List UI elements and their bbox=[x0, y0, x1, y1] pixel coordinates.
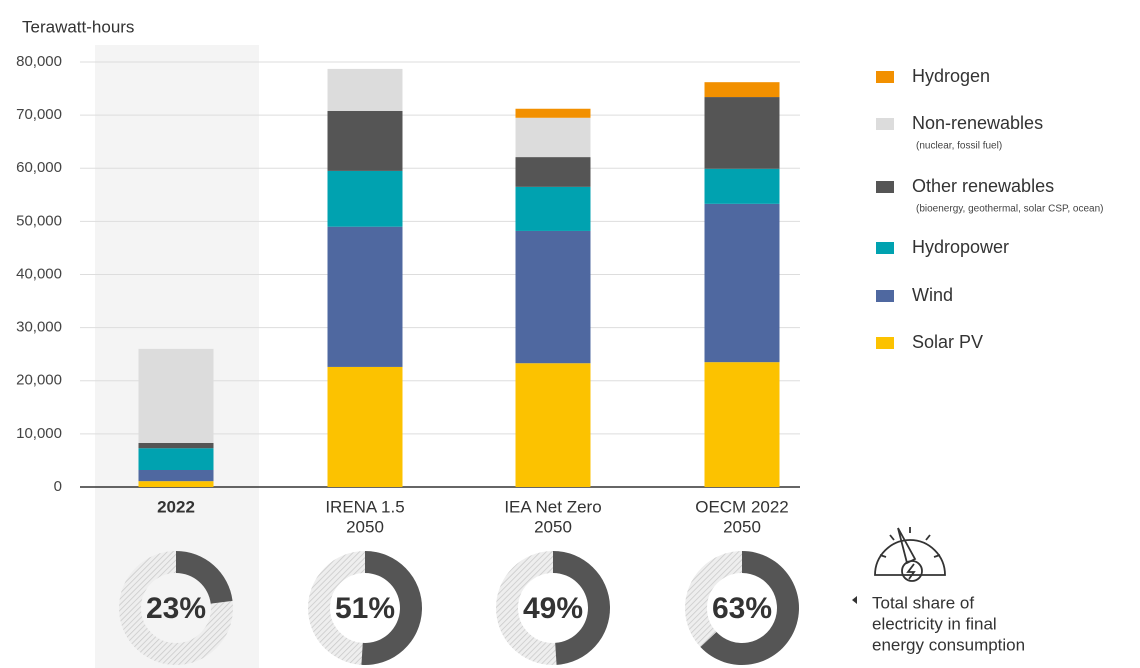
legend-label: Non-renewables bbox=[912, 113, 1043, 133]
y-tick-label: 80,000 bbox=[16, 53, 62, 70]
donut-share bbox=[553, 551, 610, 665]
x-tick-label: OECM 2022 bbox=[695, 497, 789, 516]
legend-label: Wind bbox=[912, 285, 953, 305]
y-tick-label: 20,000 bbox=[16, 372, 62, 389]
y-tick-label: 40,000 bbox=[16, 265, 62, 282]
legend-swatch bbox=[876, 181, 894, 193]
bar-segment bbox=[138, 470, 214, 482]
bar-segment bbox=[704, 82, 780, 98]
bar-segment bbox=[327, 226, 403, 367]
axis-title: Terawatt-hours bbox=[22, 17, 134, 36]
legend-label: Hydrogen bbox=[912, 66, 990, 86]
gauge-icon bbox=[874, 527, 946, 582]
x-tick-label: 2050 bbox=[346, 517, 384, 536]
y-tick-label: 50,000 bbox=[16, 212, 62, 229]
donut-label: 63% bbox=[712, 592, 772, 625]
y-tick-label: 10,000 bbox=[16, 425, 62, 442]
donut-share bbox=[361, 550, 423, 665]
legend-sublabel: (nuclear, fossil fuel) bbox=[916, 141, 1002, 152]
donut-label: 51% bbox=[335, 592, 395, 625]
legend-sublabel: (bioenergy, geothermal, solar CSP, ocean… bbox=[916, 204, 1104, 215]
bar-segment bbox=[515, 230, 591, 364]
bar-segment bbox=[515, 117, 591, 158]
bar-segment bbox=[515, 186, 591, 231]
bar-segment bbox=[515, 363, 591, 487]
bar-segment bbox=[138, 448, 214, 470]
y-tick-label: 60,000 bbox=[16, 159, 62, 176]
legend-swatch bbox=[876, 71, 894, 83]
annotation-arrow bbox=[852, 596, 857, 604]
legend-swatch bbox=[876, 290, 894, 302]
bar-segment bbox=[704, 97, 780, 169]
x-tick-label: IEA Net Zero bbox=[504, 497, 601, 516]
bar-segment bbox=[704, 362, 780, 487]
x-tick-label: 2050 bbox=[534, 517, 572, 536]
bar-segment bbox=[327, 68, 403, 111]
x-tick-label: 2050 bbox=[723, 517, 761, 536]
bar-segment bbox=[138, 348, 214, 443]
annotation: energy consumption bbox=[872, 635, 1025, 654]
annotation: Total share of bbox=[872, 593, 974, 612]
x-tick-label: IRENA 1.5 bbox=[325, 497, 404, 516]
y-tick-label: 30,000 bbox=[16, 319, 62, 336]
donut-label: 49% bbox=[523, 592, 583, 625]
annotation: electricity in final bbox=[872, 614, 997, 633]
bar-segment bbox=[327, 170, 403, 227]
y-tick-label: 0 bbox=[54, 478, 62, 495]
legend-swatch bbox=[876, 118, 894, 130]
bar-segment bbox=[327, 110, 403, 171]
bar-segment bbox=[704, 203, 780, 363]
legend-swatch bbox=[876, 337, 894, 349]
legend-swatch bbox=[876, 242, 894, 254]
donut-share bbox=[700, 551, 800, 665]
bar-segment bbox=[515, 157, 591, 187]
legend-label: Solar PV bbox=[912, 332, 983, 352]
bar-segment bbox=[515, 108, 591, 118]
donut-label: 23% bbox=[146, 592, 206, 625]
x-tick-label: 2022 bbox=[157, 497, 195, 516]
y-tick-label: 70,000 bbox=[16, 106, 62, 123]
bar-segment bbox=[138, 442, 214, 449]
donut-share bbox=[176, 551, 233, 604]
bar-segment bbox=[704, 168, 780, 204]
bar-segment bbox=[138, 481, 214, 487]
bar-segment bbox=[327, 366, 403, 487]
legend-label: Hydropower bbox=[912, 237, 1009, 257]
legend-label: Other renewables bbox=[912, 176, 1054, 196]
